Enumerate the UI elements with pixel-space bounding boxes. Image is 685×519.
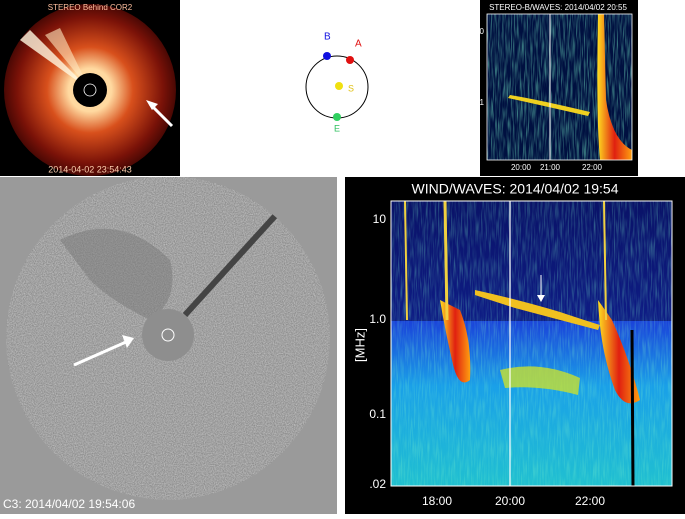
cor2-title: STEREO Behind COR2: [48, 3, 133, 12]
x-tick-label: 20:00: [495, 494, 525, 508]
y-tick-label: 10: [475, 27, 484, 36]
orbit-label: A: [355, 39, 362, 50]
cor2-panel: STEREO Behind COR2 2014-04-02 23:54:43: [0, 0, 180, 176]
x-tick-label: 22:00: [582, 163, 603, 172]
y-tick-label: .02: [369, 477, 386, 491]
y-tick-label: 1.0: [369, 312, 386, 326]
y-axis-label: [MHz]: [352, 328, 367, 362]
orbit-diagram: B A S E: [305, 32, 369, 133]
x-tick-label: 20:00: [511, 163, 532, 172]
orbit-label: B: [324, 32, 331, 43]
wind-waves-title: WIND/WAVES: 2014/04/02 19:54: [412, 181, 619, 197]
stereo-waves-panel: STEREO-B/WAVES: 2014/04/02 20:55 10 1 20…: [462, 0, 638, 176]
y-tick-label: 1: [480, 98, 485, 107]
stereo-waves-title: STEREO-B/WAVES: 2014/04/02 20:55: [489, 3, 627, 12]
c3-caption: C3: 2014/04/02 19:54:06: [3, 497, 135, 511]
orbit-label: S: [348, 83, 354, 93]
y-tick-label: 10: [373, 212, 387, 226]
orbit-label: E: [334, 123, 340, 133]
y-tick-label: 0.1: [369, 407, 386, 421]
cor2-timestamp: 2014-04-02 23:54:43: [48, 164, 132, 174]
wind-waves-panel: WIND/WAVES: 2014/04/02 19:54 10 1.0 0.1 …: [345, 177, 685, 514]
x-tick-label: 22:00: [575, 494, 605, 508]
y-axis-label: [MHz]: [462, 65, 471, 86]
x-tick-label: 18:00: [422, 494, 452, 508]
c3-panel: C3: 2014/04/02 19:54:06: [0, 177, 337, 514]
x-tick-label: 21:00: [540, 163, 561, 172]
